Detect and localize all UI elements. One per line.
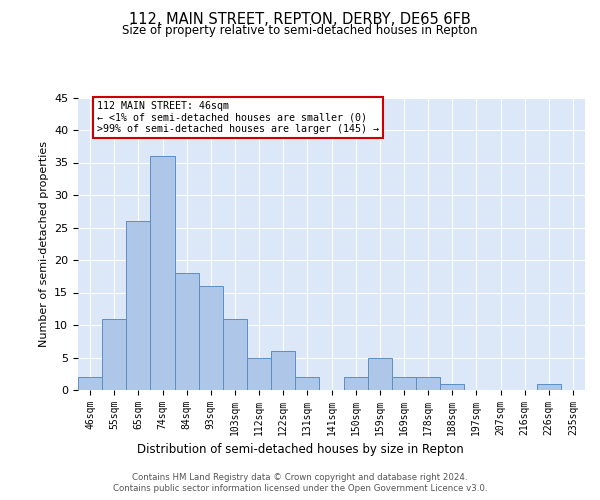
Bar [199, 286, 223, 390]
Bar [295, 377, 319, 390]
Y-axis label: Number of semi-detached properties: Number of semi-detached properties [38, 141, 49, 347]
Bar [537, 384, 561, 390]
Bar [368, 358, 392, 390]
Bar [151, 156, 175, 390]
Bar [416, 377, 440, 390]
Bar [392, 377, 416, 390]
Bar [126, 221, 151, 390]
Text: Contains public sector information licensed under the Open Government Licence v3: Contains public sector information licen… [113, 484, 487, 493]
Bar [78, 377, 102, 390]
Bar [271, 351, 295, 390]
Bar [344, 377, 368, 390]
Bar [175, 273, 199, 390]
Text: Contains HM Land Registry data © Crown copyright and database right 2024.: Contains HM Land Registry data © Crown c… [132, 472, 468, 482]
Bar [247, 358, 271, 390]
Text: Distribution of semi-detached houses by size in Repton: Distribution of semi-detached houses by … [137, 442, 463, 456]
Bar [440, 384, 464, 390]
Bar [223, 318, 247, 390]
Bar [102, 318, 126, 390]
Text: 112, MAIN STREET, REPTON, DERBY, DE65 6FB: 112, MAIN STREET, REPTON, DERBY, DE65 6F… [129, 12, 471, 28]
Text: Size of property relative to semi-detached houses in Repton: Size of property relative to semi-detach… [122, 24, 478, 37]
Text: 112 MAIN STREET: 46sqm
← <1% of semi-detached houses are smaller (0)
>99% of sem: 112 MAIN STREET: 46sqm ← <1% of semi-det… [97, 101, 379, 134]
